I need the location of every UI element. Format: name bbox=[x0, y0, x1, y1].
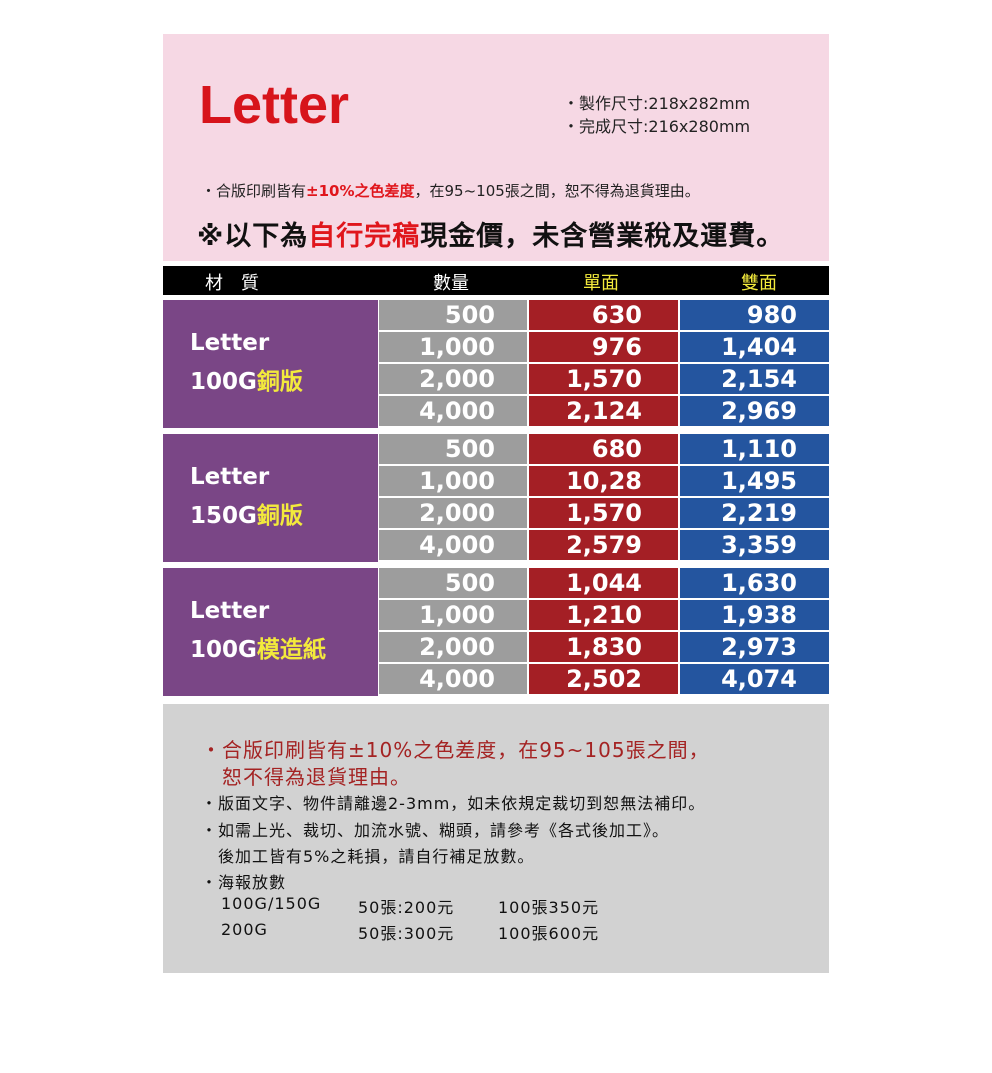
footer-line: ・如需上光、裁切、加流水號、糊頭，請參考《各式後加工》。 bbox=[201, 821, 670, 840]
price-note: ※以下為自行完稿現金價，未含營業稅及運費。 bbox=[197, 214, 784, 253]
poster-price-100: 100張350元 bbox=[498, 898, 600, 917]
paper-weight: 100G bbox=[190, 637, 257, 663]
single-side-price: 2,502 bbox=[529, 664, 678, 694]
poster-price-50: 50張:200元 bbox=[358, 898, 455, 917]
footer-line: ・合版印刷皆有±10%之色差度，在95~105張之間， bbox=[201, 738, 710, 762]
quantity-cell: 1,000 bbox=[379, 600, 527, 630]
single-side-price: 1,044 bbox=[529, 568, 678, 598]
poster-grade: 100G/150G bbox=[221, 894, 322, 913]
quantity-cell: 1,000 bbox=[379, 466, 527, 496]
price-group: Letter 100G模造紙 500 1,044 1,630 1,000 1,21… bbox=[163, 568, 829, 696]
quantity-cell: 4,000 bbox=[379, 664, 527, 694]
note-text: ・合版印刷皆有 bbox=[201, 182, 307, 200]
material-paper: 150G銅版 bbox=[190, 496, 303, 530]
note-text: ，在95~105張之間，恕不得為退貨理由。 bbox=[414, 182, 700, 200]
note-highlight: ±10%之色差度 bbox=[306, 182, 415, 200]
double-side-price: 1,110 bbox=[680, 434, 829, 464]
single-side-price: 2,124 bbox=[529, 396, 678, 426]
header-panel: Letter ・製作尺寸:218x282mm ・完成尺寸:216x280mm ・… bbox=[163, 34, 829, 261]
price-group: Letter 150G銅版 500 680 1,110 1,000 10,28 1… bbox=[163, 434, 829, 562]
single-side-price: 1,830 bbox=[529, 632, 678, 662]
paper-weight: 150G bbox=[190, 503, 257, 529]
double-side-price: 4,074 bbox=[680, 664, 829, 694]
header-material: 材 質 bbox=[205, 273, 259, 294]
material-name: Letter bbox=[190, 330, 270, 356]
single-side-price: 1,570 bbox=[529, 364, 678, 394]
double-side-price: 2,219 bbox=[680, 498, 829, 528]
quantity-cell: 2,000 bbox=[379, 632, 527, 662]
quantity-cell: 500 bbox=[379, 300, 527, 330]
double-side-price: 2,973 bbox=[680, 632, 829, 662]
header-double-side: 雙面 bbox=[741, 273, 777, 294]
footer-notes: ・合版印刷皆有±10%之色差度，在95~105張之間， 恕不得為退貨理由。 ・版… bbox=[163, 704, 829, 973]
note-text: 現金價，未含營業稅及運費。 bbox=[420, 221, 785, 252]
footer-line: ・海報放數 bbox=[201, 873, 287, 892]
table-header: 材 質 數量 單面 雙面 bbox=[163, 266, 829, 295]
poster-grade: 200G bbox=[221, 920, 268, 939]
paper-weight: 100G bbox=[190, 369, 257, 395]
single-side-price: 976 bbox=[529, 332, 678, 362]
spec-finish-size: ・完成尺寸:216x280mm bbox=[563, 117, 751, 136]
quantity-cell: 500 bbox=[379, 568, 527, 598]
header-single-side: 單面 bbox=[583, 273, 619, 294]
double-side-price: 1,630 bbox=[680, 568, 829, 598]
header-quantity: 數量 bbox=[433, 273, 469, 294]
double-side-price: 3,359 bbox=[680, 530, 829, 560]
double-side-price: 1,495 bbox=[680, 466, 829, 496]
quantity-cell: 1,000 bbox=[379, 332, 527, 362]
single-side-price: 1,570 bbox=[529, 498, 678, 528]
single-side-price: 630 bbox=[529, 300, 678, 330]
quantity-cell: 2,000 bbox=[379, 364, 527, 394]
page-title: Letter bbox=[199, 75, 350, 135]
note-text: ※以下為 bbox=[197, 221, 309, 252]
color-variance-note: ・合版印刷皆有±10%之色差度，在95~105張之間，恕不得為退貨理由。 bbox=[201, 180, 700, 201]
note-highlight: 自行完稿 bbox=[308, 221, 421, 252]
poster-price-100: 100張600元 bbox=[498, 924, 600, 943]
material-label: Letter 150G銅版 bbox=[163, 434, 378, 562]
double-side-price: 1,404 bbox=[680, 332, 829, 362]
paper-type: 銅版 bbox=[256, 503, 303, 529]
single-side-price: 1,210 bbox=[529, 600, 678, 630]
footer-line: 恕不得為退貨理由。 bbox=[201, 765, 411, 789]
material-paper: 100G模造紙 bbox=[190, 630, 326, 664]
quantity-cell: 2,000 bbox=[379, 498, 527, 528]
double-side-price: 2,969 bbox=[680, 396, 829, 426]
double-side-price: 980 bbox=[680, 300, 829, 330]
quantity-cell: 500 bbox=[379, 434, 527, 464]
poster-price-50: 50張:300元 bbox=[358, 924, 455, 943]
material-name: Letter bbox=[190, 464, 270, 490]
quantity-cell: 4,000 bbox=[379, 396, 527, 426]
material-paper: 100G銅版 bbox=[190, 362, 303, 396]
paper-type: 銅版 bbox=[256, 369, 303, 395]
single-side-price: 2,579 bbox=[529, 530, 678, 560]
quantity-cell: 4,000 bbox=[379, 530, 527, 560]
material-name: Letter bbox=[190, 598, 270, 624]
double-side-price: 1,938 bbox=[680, 600, 829, 630]
single-side-price: 10,28 bbox=[529, 466, 678, 496]
material-label: Letter 100G銅版 bbox=[163, 300, 378, 428]
double-side-price: 2,154 bbox=[680, 364, 829, 394]
paper-type: 模造紙 bbox=[256, 637, 326, 663]
material-label: Letter 100G模造紙 bbox=[163, 568, 378, 696]
spec-make-size: ・製作尺寸:218x282mm bbox=[563, 94, 751, 113]
price-group: Letter 100G銅版 500 630 980 1,000 976 1,404… bbox=[163, 300, 829, 428]
footer-line: 後加工皆有5%之耗損，請自行補足放數。 bbox=[201, 847, 535, 866]
single-side-price: 680 bbox=[529, 434, 678, 464]
footer-line: ・版面文字、物件請離邊2-3mm，如未依規定裁切到恕無法補印。 bbox=[201, 794, 706, 813]
